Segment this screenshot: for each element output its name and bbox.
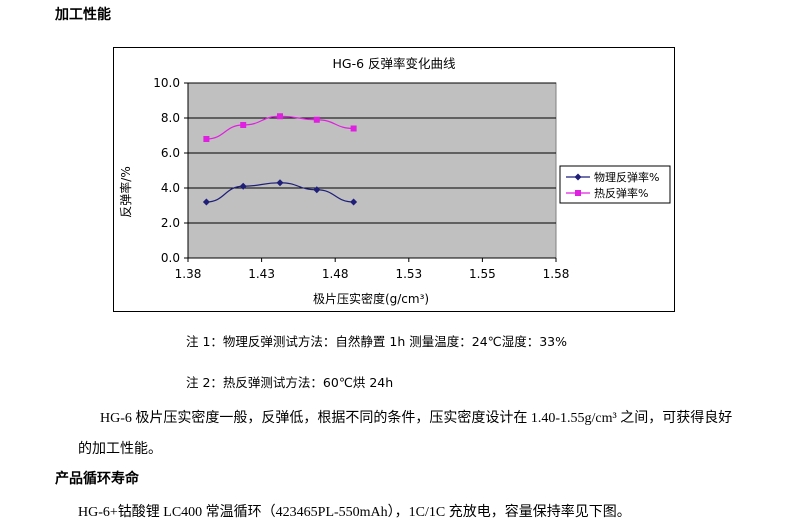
data-point (239, 182, 247, 190)
data-point (313, 186, 321, 194)
section-heading-cycle-life: 产品循环寿命 (55, 471, 139, 487)
x-tick-label: 1.55 (469, 267, 496, 281)
y-tick-label: 8.0 (161, 111, 180, 125)
section-heading-processing: 加工性能 (55, 7, 111, 23)
data-point (313, 116, 320, 123)
data-point (350, 125, 357, 132)
data-point (277, 113, 283, 120)
legend-swatch-marker (574, 173, 582, 181)
chart-legend: 物理反弹率% 热反弹率% (559, 165, 671, 204)
chart-svg: HG-6 反弹率变化曲线 0.0 2.0 4.0 6.0 8.0 10.0 1.38 1.4… (113, 47, 675, 312)
plot-area (187, 82, 557, 259)
data-point (276, 179, 284, 187)
x-tick-label: 1.58 (543, 267, 570, 281)
chart-title: HG-6 反弹率变化曲线 (332, 56, 456, 71)
legend-label: 热反弹率% (594, 186, 648, 200)
x-tick-label: 1.48 (322, 267, 349, 281)
data-point (203, 136, 210, 142)
x-tick-label: 1.43 (248, 267, 275, 281)
y-tick-label: 0.0 (161, 251, 180, 265)
y-axis-label: 反弹率/% (118, 166, 133, 217)
data-point (240, 122, 247, 128)
paragraph-1-line-2: 的加工性能。 (78, 442, 162, 457)
legend-label: 物理反弹率% (594, 170, 659, 184)
x-axis-label: 极片压实密度(g/cm³) (313, 291, 429, 306)
paragraph-2: HG-6+钴酸锂 LC400 常温循环（423465PL-550mAh），1C/… (78, 505, 631, 520)
x-tick-label: 1.53 (395, 267, 422, 281)
legend-box (559, 165, 671, 204)
y-tick-label: 2.0 (161, 216, 180, 230)
paragraph-1-line-1: HG-6 极片压实密度一般，反弹低，根据不同的条件，压实密度设计在 1.40-1… (100, 411, 733, 426)
data-point (350, 198, 358, 206)
note-2: 注 2：热反弹测试方法：60℃烘 24h (186, 375, 394, 390)
x-tick-label: 1.38 (175, 267, 202, 281)
y-tick-label: 10.0 (153, 76, 180, 90)
y-tick-label: 6.0 (161, 146, 180, 160)
rebound-rate-chart: HG-6 反弹率变化曲线 0.0 2.0 4.0 6.0 8.0 10.0 1.38 1.4… (113, 47, 675, 312)
data-point (202, 198, 210, 206)
y-tick-label: 4.0 (161, 181, 180, 195)
note-1: 注 1：物理反弹测试方法：自然静置 1h 测量温度：24℃湿度：33% (186, 334, 567, 349)
legend-swatch-marker (575, 190, 581, 196)
